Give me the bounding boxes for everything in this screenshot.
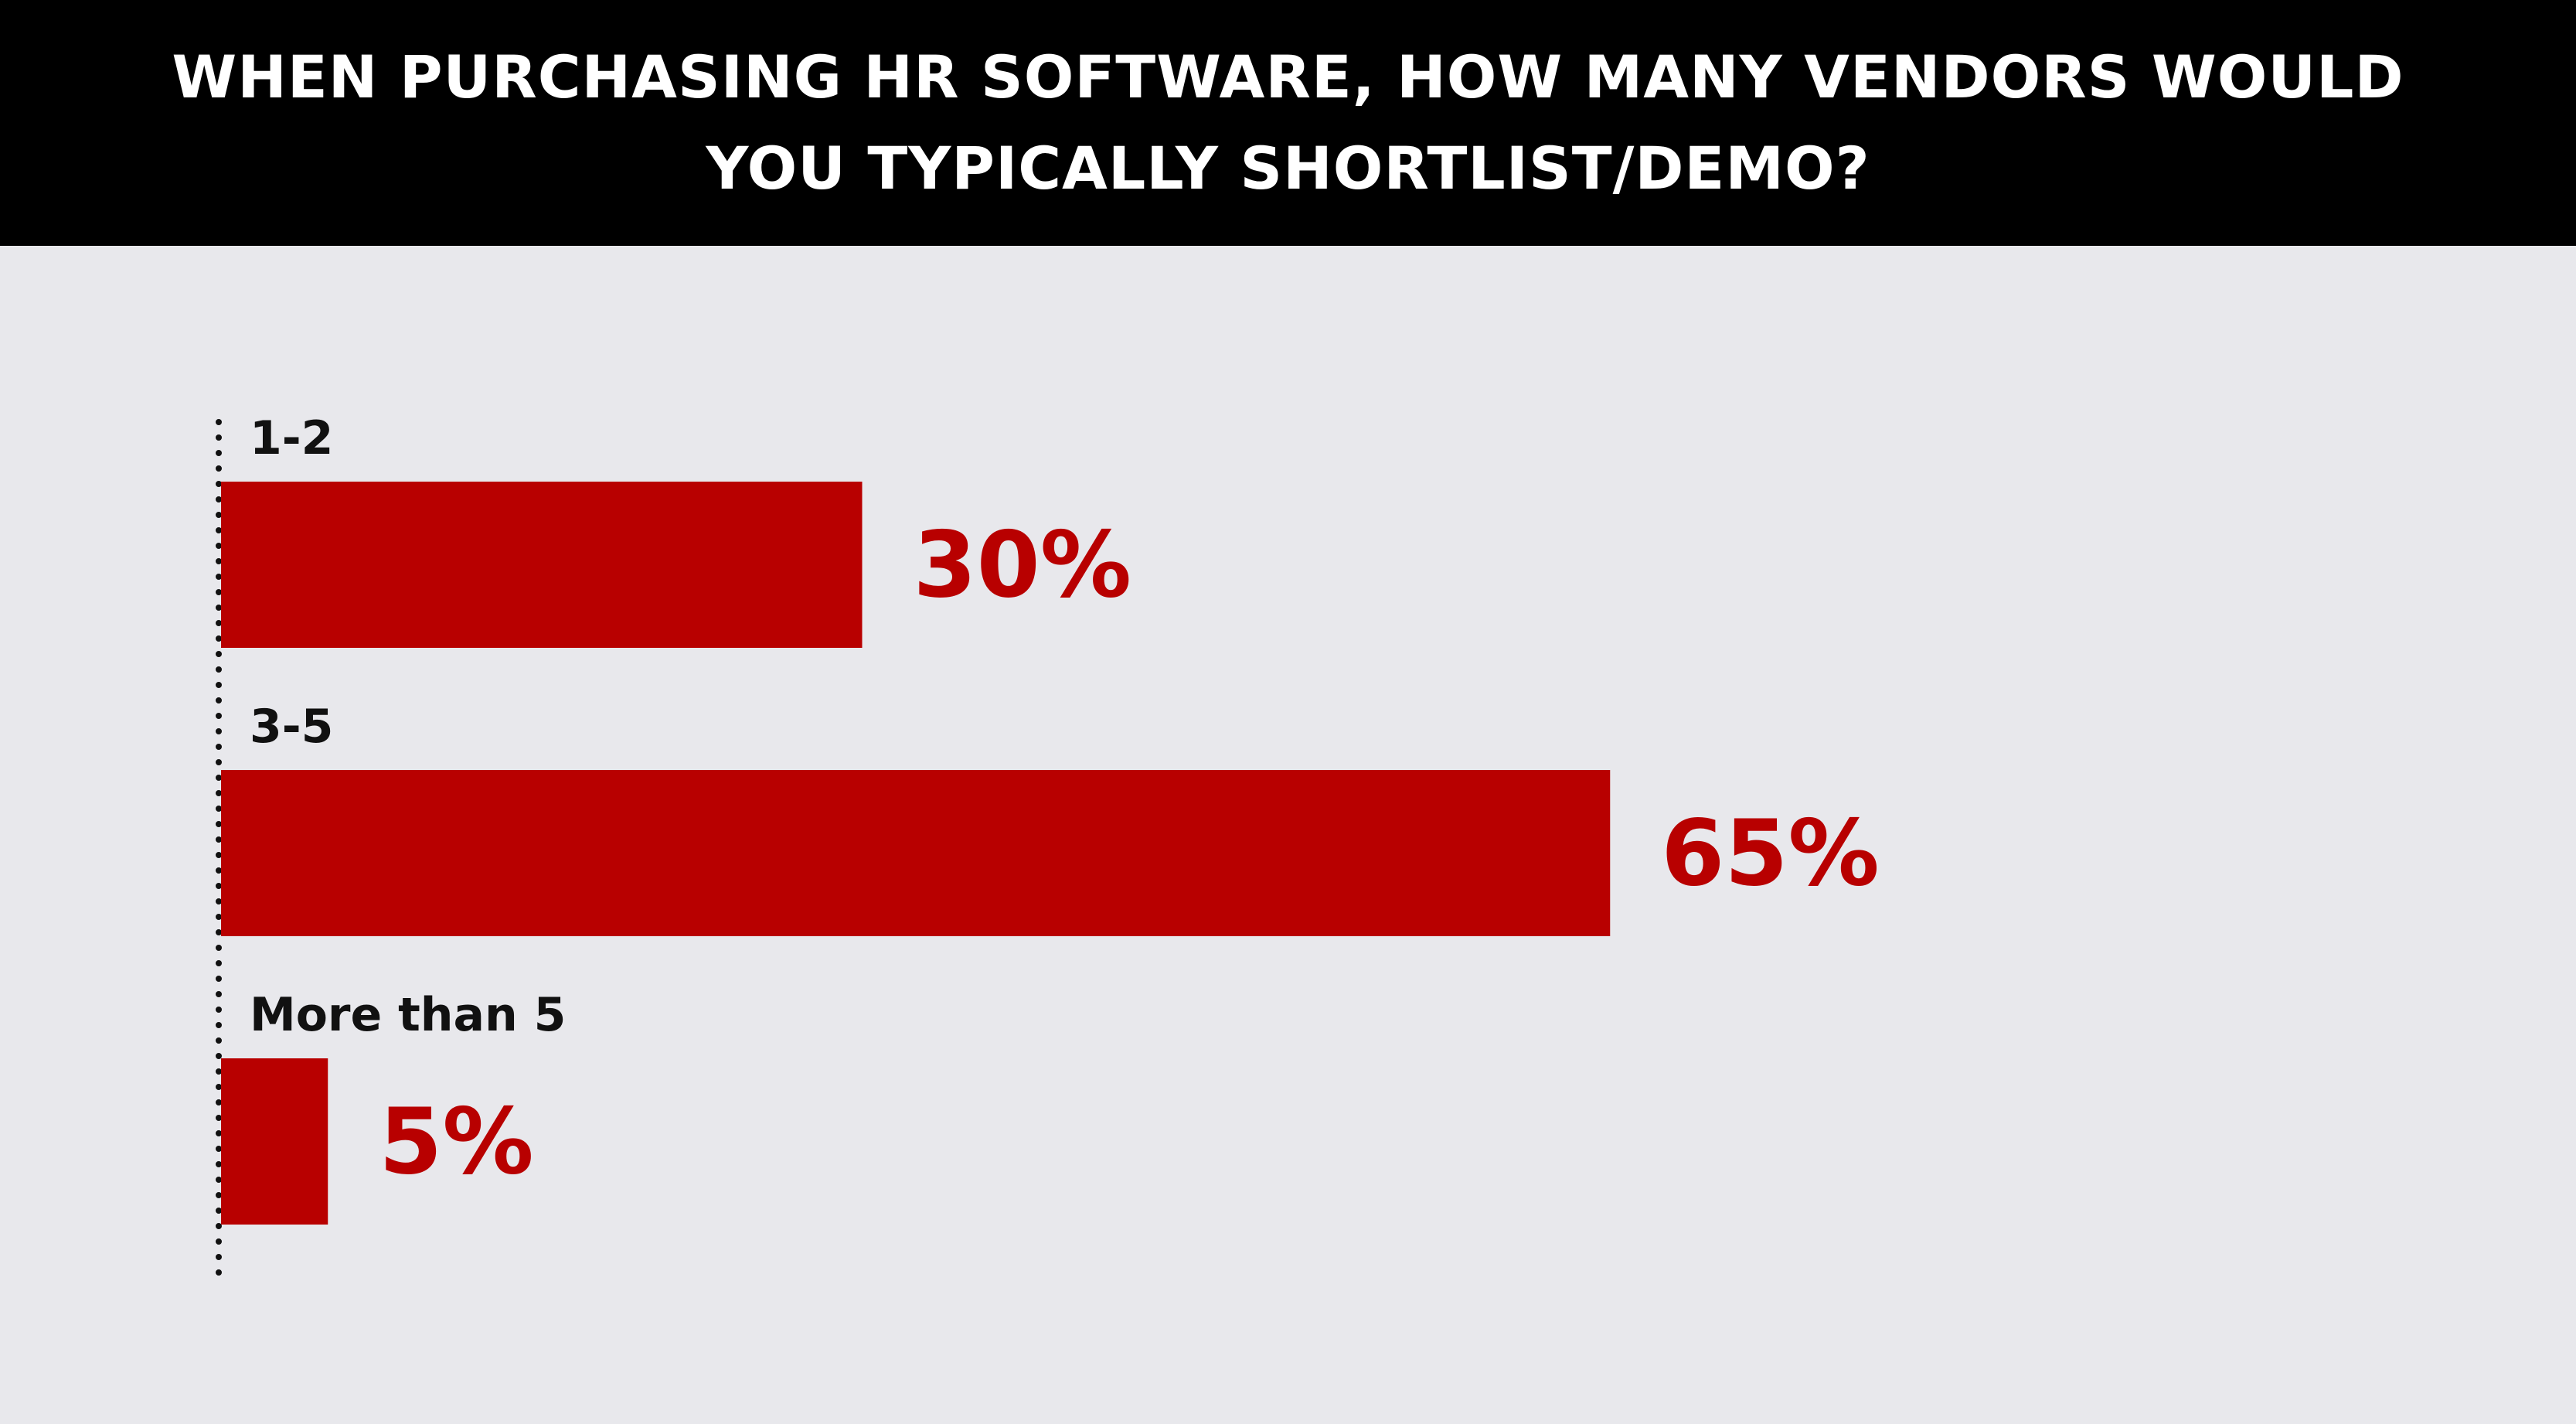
value-label: 65% bbox=[1661, 800, 1879, 907]
plot-area: 1-2 30% 3-5 65% More than 5 5% bbox=[0, 246, 2576, 1424]
chart-header: WHEN PURCHASING HR SOFTWARE, HOW MANY VE… bbox=[0, 0, 2576, 246]
bar bbox=[221, 770, 1611, 936]
bar bbox=[221, 1058, 328, 1225]
category-label: 3-5 bbox=[250, 700, 333, 754]
value-label: 5% bbox=[379, 1088, 533, 1195]
category-label: More than 5 bbox=[250, 988, 566, 1042]
bar bbox=[221, 482, 863, 648]
chart-title: WHEN PURCHASING HR SOFTWARE, HOW MANY VE… bbox=[172, 43, 2404, 203]
bar-chart: 1-2 30% 3-5 65% More than 5 5% bbox=[216, 411, 1880, 1291]
value-label: 30% bbox=[914, 512, 1131, 618]
category-label: 1-2 bbox=[250, 411, 333, 465]
